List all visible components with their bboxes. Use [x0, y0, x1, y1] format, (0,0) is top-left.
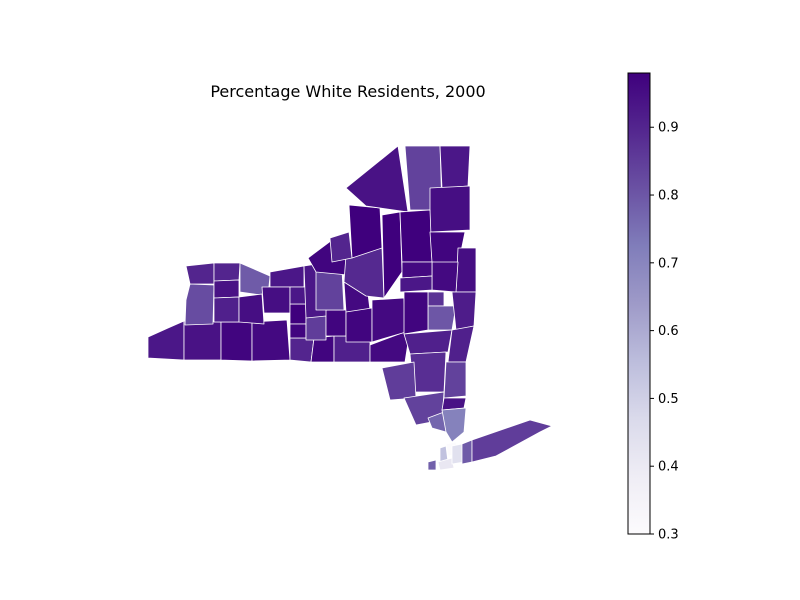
colorbar-tick-label: 0.9 [658, 121, 679, 136]
chart-title: Percentage White Residents, 2000 [210, 82, 486, 101]
county-greene [403, 329, 453, 355]
county-kings [437, 457, 455, 471]
county-westchester [441, 407, 467, 443]
county-montgomery [399, 275, 433, 293]
colorbar-tick-label: 0.3 [658, 528, 679, 543]
colorbar-tick-label: 0.4 [658, 460, 679, 475]
colorbar-tick-label: 0.7 [658, 256, 679, 271]
county-schoharie [403, 291, 429, 335]
county-suffolk [471, 419, 553, 463]
colorbar-tick-label: 0.8 [658, 189, 679, 204]
county-erie [184, 283, 215, 326]
county-richmond [427, 459, 437, 471]
colorbar-tick-label: 0.6 [658, 324, 679, 339]
colorbar-tick-label: 0.5 [658, 392, 679, 407]
county-livingston [238, 293, 265, 325]
colorbar-gradient [627, 72, 651, 535]
county-dutchess [443, 361, 467, 399]
county-tompkins [305, 315, 327, 341]
county-lewis [348, 204, 383, 259]
